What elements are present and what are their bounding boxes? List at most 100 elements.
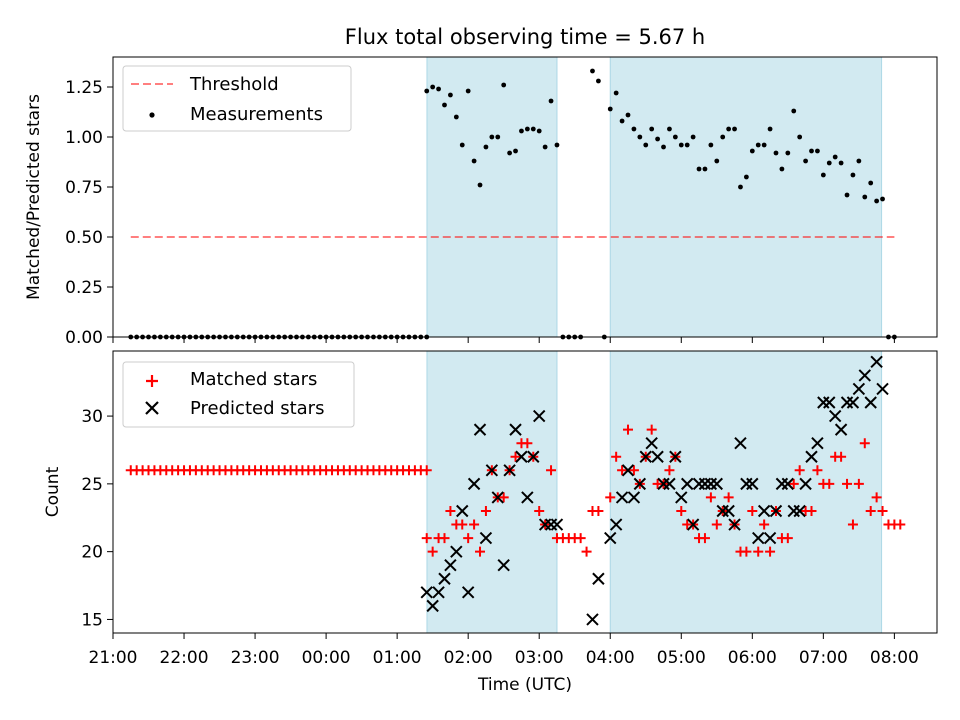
matched-star-marker — [617, 465, 628, 476]
matched-star-marker — [747, 505, 758, 516]
measurement-point — [791, 108, 797, 114]
measurement-point — [815, 148, 820, 154]
legend-predicted-label: Predicted stars — [190, 398, 324, 419]
matched-star-marker — [711, 519, 722, 530]
measurement-point — [477, 182, 483, 188]
measurement-point — [655, 136, 660, 142]
matched-star-marker — [705, 492, 716, 503]
predicted-star-marker — [864, 396, 877, 409]
measurement-point — [779, 166, 785, 172]
predicted-star-marker — [675, 491, 688, 504]
matched-star-marker — [469, 519, 480, 530]
measurement-point — [832, 154, 838, 160]
legend-threshold-label: Threshold — [189, 74, 279, 95]
measurement-point — [637, 134, 643, 140]
measurement-point — [738, 184, 743, 190]
predicted-star-marker — [467, 477, 481, 491]
measurement-point — [844, 192, 850, 198]
measurement-point — [720, 134, 726, 140]
measurement-point — [459, 142, 465, 148]
measurement-point — [667, 126, 672, 132]
measurement-point — [826, 160, 832, 166]
bottom-y-tick-label: 20 — [81, 543, 103, 563]
measurement-point — [797, 134, 803, 140]
matched-star-marker — [842, 478, 853, 489]
x-tick-label: 01:00 — [373, 648, 422, 668]
bottom-axes-frame — [112, 350, 938, 634]
matched-star-marker — [753, 546, 764, 557]
predicted-star-marker — [639, 450, 652, 463]
bottom-legend-box — [122, 361, 355, 428]
matched-star-marker — [723, 492, 734, 503]
measurement-point — [519, 128, 524, 134]
predicted-star-marker — [473, 423, 487, 436]
predicted-star-marker — [444, 559, 457, 572]
legend-matched-swatch — [146, 375, 158, 387]
predicted-star-marker — [420, 586, 433, 599]
predicted-star-marker — [823, 396, 836, 409]
measurement-point — [643, 142, 649, 148]
predicted-star-marker — [426, 599, 439, 613]
predicted-star-marker — [763, 531, 777, 545]
predicted-star-marker — [811, 436, 824, 450]
x-tick-label: 21:00 — [89, 648, 138, 668]
predicted-star-markers — [420, 355, 889, 626]
predicted-star-marker — [757, 504, 771, 518]
matched-star-marker — [421, 533, 432, 544]
measurement-point — [471, 158, 477, 164]
x-tick-label: 22:00 — [160, 648, 209, 668]
measurement-point — [590, 68, 595, 74]
predicted-star-marker — [627, 491, 641, 504]
measurement-point — [684, 142, 690, 148]
measurement-point — [436, 86, 441, 92]
predicted-star-marker — [793, 504, 806, 518]
measurement-point — [607, 106, 613, 112]
matched-star-marker — [439, 533, 450, 544]
matched-star-marker — [427, 546, 438, 557]
predicted-star-marker — [645, 436, 658, 450]
shaded-interval — [426, 350, 558, 634]
predicted-star-marker — [710, 477, 724, 491]
measurement-point — [809, 148, 814, 154]
matched-star-marker — [646, 424, 657, 435]
measurement-point — [767, 126, 773, 132]
x-tick-label: 03:00 — [515, 648, 564, 668]
matched-star-marker — [522, 438, 533, 449]
measurement-point — [649, 126, 655, 132]
predicted-star-marker — [479, 531, 493, 545]
predicted-star-marker — [503, 464, 516, 477]
top-y-axis-label: Matched/Predicted stars — [24, 94, 44, 300]
measurement-point — [732, 126, 737, 132]
predicted-star-marker — [834, 423, 848, 436]
measurement-point — [785, 150, 791, 156]
measurement-point — [530, 126, 536, 132]
matched-star-marker — [806, 505, 817, 516]
matched-star-marker — [847, 519, 858, 530]
predicted-star-marker — [722, 504, 735, 518]
measurement-point — [554, 142, 560, 148]
bottom-legend: Matched stars Predicted stars — [122, 361, 355, 428]
measurement-point — [803, 158, 808, 164]
predicted-star-marker — [799, 477, 812, 491]
measurement-point — [761, 142, 767, 148]
matched-star-marker — [699, 533, 710, 544]
x-tick-label: 06:00 — [728, 648, 777, 668]
measurement-point — [424, 88, 430, 94]
measurement-point — [442, 102, 447, 108]
measurement-point — [726, 126, 732, 132]
predicted-star-marker — [485, 464, 499, 477]
matched-star-marker — [664, 465, 675, 476]
matched-star-marker — [895, 519, 906, 530]
predicted-star-marker — [686, 518, 700, 531]
predicted-star-marker — [456, 504, 469, 518]
chart-title: Flux total observing time = 5.67 h — [345, 25, 705, 49]
predicted-star-marker — [491, 491, 504, 504]
matched-star-marker — [445, 505, 456, 516]
top-axes-frame — [112, 56, 938, 338]
measurement-point — [507, 150, 513, 156]
bottom-y-ticks: 15 20 25 30 — [81, 407, 113, 630]
predicted-star-marker — [592, 572, 605, 585]
predicted-star-marker — [734, 436, 747, 450]
measurement-point — [678, 142, 684, 148]
measurement-point — [625, 112, 631, 118]
